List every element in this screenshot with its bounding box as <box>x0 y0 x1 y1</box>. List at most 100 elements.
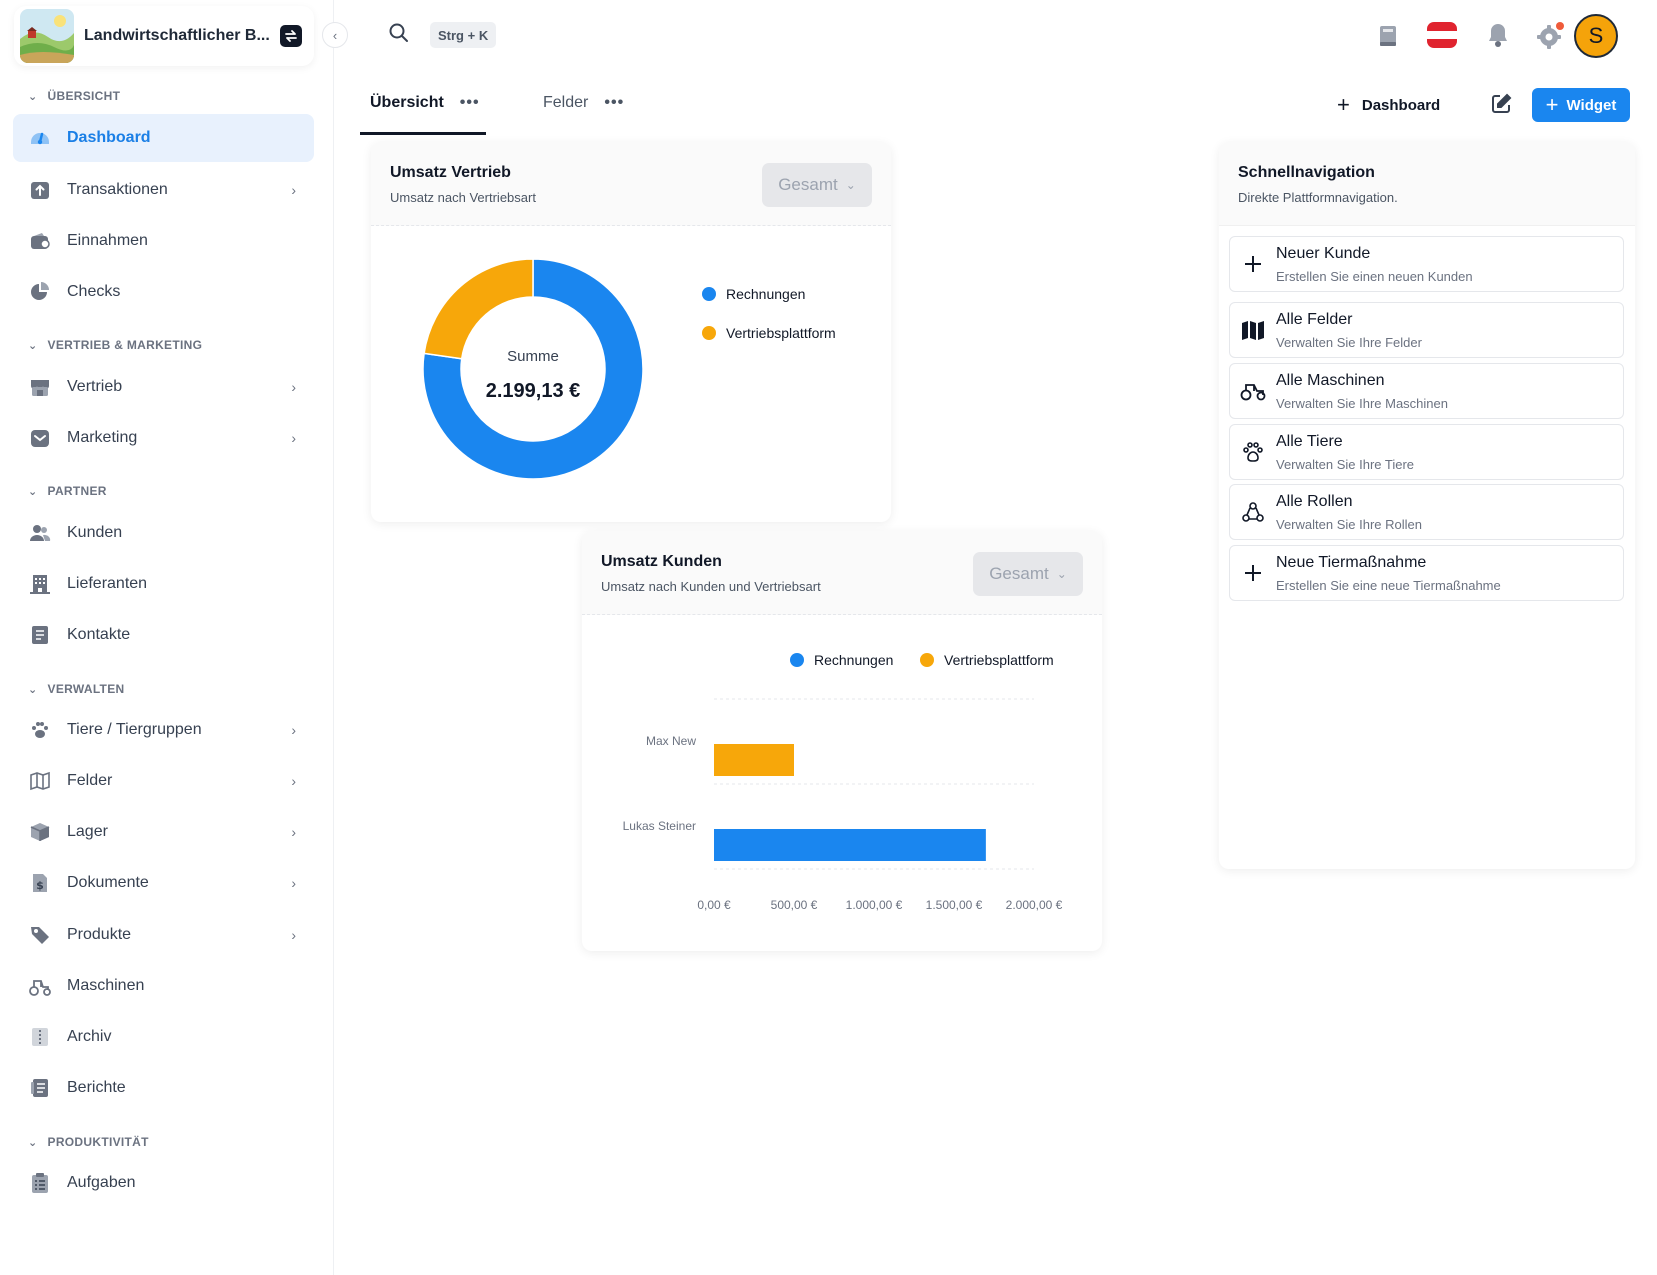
tag-icon <box>28 923 52 947</box>
more-options-icon[interactable]: ••• <box>459 94 480 111</box>
period-select[interactable]: Gesamt ⌄ <box>973 552 1083 596</box>
sidebar-item-label: Kunden <box>67 524 123 541</box>
add-dashboard-button[interactable]: + Dashboard <box>1337 92 1440 118</box>
chevron-down-icon: ⌄ <box>28 485 38 498</box>
sidebar-item-kontakte[interactable]: Kontakte <box>13 611 314 659</box>
sidebar-item-berichte[interactable]: Berichte <box>13 1064 314 1112</box>
period-select[interactable]: Gesamt ⌄ <box>762 163 872 207</box>
quick-nav-title: Alle Tiere <box>1276 433 1343 450</box>
widget-header: Schnellnavigation Direkte Plattformnavig… <box>1219 142 1635 226</box>
edit-dashboard-icon[interactable] <box>1490 93 1512 120</box>
legend-item-vertriebsplattform[interactable]: Vertriebsplattform <box>920 652 1054 668</box>
organization-switcher[interactable]: Landwirtschaftlicher B... <box>14 6 314 66</box>
search-icon[interactable] <box>388 22 410 49</box>
bell-icon[interactable] <box>1486 22 1510 53</box>
more-options-icon[interactable]: ••• <box>604 94 625 111</box>
quick-nav-alle-maschinen[interactable]: Alle Maschinen Verwalten Sie Ihre Maschi… <box>1229 363 1624 419</box>
organization-logo <box>20 9 74 63</box>
map-icon <box>28 769 52 793</box>
chevron-right-icon: › <box>291 875 296 891</box>
add-widget-button[interactable]: + Widget <box>1532 88 1630 122</box>
chevron-right-icon: › <box>291 722 296 738</box>
sidebar-item-produkte[interactable]: Produkte › <box>13 911 314 959</box>
user-avatar[interactable]: S <box>1574 14 1618 58</box>
plus-icon <box>1240 560 1266 586</box>
legend-item-rechnungen[interactable]: Rechnungen <box>702 286 805 302</box>
section-verwalten[interactable]: ⌄ VERWALTEN <box>28 682 124 696</box>
switch-organization-icon[interactable] <box>280 25 302 47</box>
section-vertrieb-marketing[interactable]: ⌄ VERTRIEB & MARKETING <box>28 338 202 352</box>
quick-nav-neue-tiermassnahme[interactable]: Neue Tiermaßnahme Erstellen Sie eine neu… <box>1229 545 1624 601</box>
sidebar-item-transaktionen[interactable]: Transaktionen › <box>13 166 314 214</box>
quick-nav-subtitle: Verwalten Sie Ihre Maschinen <box>1276 396 1448 411</box>
widget-schnellnavigation: Schnellnavigation Direkte Plattformnavig… <box>1219 142 1635 869</box>
sidebar-item-einnahmen[interactable]: Einnahmen <box>13 217 314 265</box>
store-icon <box>28 375 52 399</box>
quick-nav-title: Alle Maschinen <box>1276 372 1385 389</box>
sidebar-item-dashboard[interactable]: Dashboard <box>13 114 314 162</box>
section-produktivitaet[interactable]: ⌄ PRODUKTIVITÄT <box>28 1135 149 1149</box>
bar-rechnungen-1[interactable] <box>714 829 986 861</box>
sidebar-item-label: Archiv <box>67 1028 112 1045</box>
sidebar-item-label: Transaktionen <box>67 181 168 198</box>
quick-nav-subtitle: Erstellen Sie einen neuen Kunden <box>1276 269 1473 284</box>
quick-nav-alle-felder[interactable]: Alle Felder Verwalten Sie Ihre Felder <box>1229 302 1624 358</box>
sidebar-item-dokumente[interactable]: $ Dokumente › <box>13 859 314 907</box>
sidebar-item-label: Kontakte <box>67 626 131 643</box>
sidebar-item-label: Lieferanten <box>67 575 148 592</box>
chevron-down-icon: ⌄ <box>28 90 38 103</box>
quick-nav-title: Alle Felder <box>1276 311 1353 328</box>
sidebar-item-archiv[interactable]: Archiv <box>13 1013 314 1061</box>
x-tick-label: 500,00 € <box>771 898 818 912</box>
roles-icon <box>1240 499 1266 525</box>
sidebar-item-vertrieb[interactable]: Vertrieb › <box>13 363 314 411</box>
quick-nav-alle-tiere[interactable]: Alle Tiere Verwalten Sie Ihre Tiere <box>1229 424 1624 480</box>
sidebar-item-felder[interactable]: Felder › <box>13 757 314 805</box>
quick-nav-title: Neue Tiermaßnahme <box>1276 554 1427 571</box>
sidebar-item-checks[interactable]: Checks <box>13 268 314 316</box>
svg-text:$: $ <box>36 879 44 892</box>
users-icon <box>28 521 52 545</box>
flag-austria-icon[interactable] <box>1427 22 1457 53</box>
quick-nav-neuer-kunde[interactable]: Neuer Kunde Erstellen Sie einen neuen Ku… <box>1229 236 1624 292</box>
tab-uebersicht[interactable]: Übersicht ••• <box>370 94 480 112</box>
legend-dot <box>790 653 804 667</box>
paw-icon <box>1240 439 1266 465</box>
donut-chart: Summe 2.199,13 € <box>422 258 644 480</box>
active-tab-indicator <box>360 132 486 135</box>
tab-felder[interactable]: Felder ••• <box>543 94 624 112</box>
donut-slice-0[interactable] <box>422 258 644 480</box>
legend-item-rechnungen[interactable]: Rechnungen <box>790 652 893 668</box>
settings-gear-icon[interactable] <box>1536 22 1564 55</box>
section-uebersicht[interactable]: ⌄ ÜBERSICHT <box>28 89 120 103</box>
quick-nav-subtitle: Verwalten Sie Ihre Felder <box>1276 335 1422 350</box>
bar-vertriebsplattform-0[interactable] <box>714 744 794 776</box>
sidebar-item-label: Marketing <box>67 429 138 446</box>
sidebar-item-maschinen[interactable]: Maschinen <box>13 962 314 1010</box>
donut-center-label: Summe <box>507 348 559 365</box>
legend-item-vertriebsplattform[interactable]: Vertriebsplattform <box>702 325 836 341</box>
map-icon <box>1240 317 1266 343</box>
section-label: PRODUKTIVITÄT <box>47 1135 149 1149</box>
select-value: Gesamt <box>989 564 1049 583</box>
pie-chart-icon <box>28 280 52 304</box>
quick-nav-alle-rollen[interactable]: Alle Rollen Verwalten Sie Ihre Rollen <box>1229 484 1624 540</box>
transaction-icon <box>28 178 52 202</box>
sidebar-item-lieferanten[interactable]: Lieferanten <box>13 560 314 608</box>
collapse-sidebar-button[interactable]: ‹ <box>322 22 348 48</box>
book-icon[interactable] <box>1378 24 1398 53</box>
quick-nav-title: Neuer Kunde <box>1276 245 1371 262</box>
x-tick-label: 2.000,00 € <box>1006 898 1063 912</box>
donut-slice-1[interactable] <box>423 258 534 360</box>
plus-icon <box>1240 251 1266 277</box>
tab-label: Felder <box>543 94 589 111</box>
sidebar-item-kunden[interactable]: Kunden <box>13 509 314 557</box>
search-shortcut-badge[interactable]: Strg + K <box>430 22 497 48</box>
sidebar-item-lager[interactable]: Lager › <box>13 808 314 856</box>
section-partner[interactable]: ⌄ PARTNER <box>28 484 107 498</box>
select-value: Gesamt <box>778 175 838 194</box>
sidebar-item-tiere[interactable]: Tiere / Tiergruppen › <box>13 706 314 754</box>
sidebar-item-aufgaben[interactable]: Aufgaben <box>13 1159 314 1207</box>
sidebar-item-label: Einnahmen <box>67 232 148 249</box>
sidebar-item-marketing[interactable]: Marketing › <box>13 414 314 462</box>
